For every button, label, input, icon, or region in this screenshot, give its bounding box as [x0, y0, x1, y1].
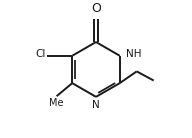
Text: NH: NH: [126, 49, 142, 59]
Text: N: N: [92, 100, 100, 110]
Text: O: O: [91, 2, 101, 15]
Text: Cl: Cl: [36, 49, 46, 59]
Text: Me: Me: [49, 98, 64, 108]
